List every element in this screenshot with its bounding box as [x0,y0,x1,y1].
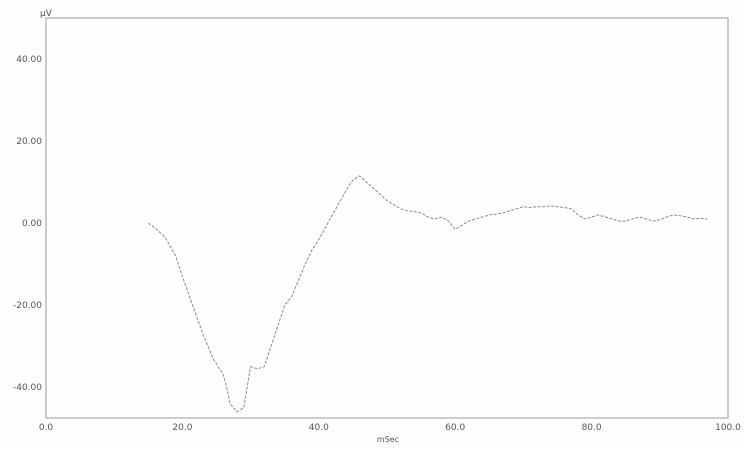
y-tick-label: -20.00 [13,301,42,311]
x-tick-label: 0.0 [39,423,54,433]
x-tick-label: 40.0 [309,423,329,433]
x-tick-label: 80.0 [582,423,602,433]
series-layer [147,175,708,413]
series-line [147,175,708,413]
axes [45,17,729,419]
x-tick-label: 100.0 [715,423,741,433]
y-tick-label: 40.00 [16,55,42,65]
y-unit-label: µV [40,9,53,19]
y-tick-label: 0.00 [22,219,42,229]
x-tick-label: 20.0 [172,423,192,433]
x-axis-label: mSec [377,435,399,444]
plot-frame [45,17,729,419]
tick-labels: 40.00 20.00 0.00 -20.00 -40.00 0.0 20.0 40.0 60.… [13,55,741,433]
y-tick-label: -40.00 [13,383,42,393]
y-tick-label: 20.00 [16,137,42,147]
x-tick-label: 60.0 [445,423,465,433]
